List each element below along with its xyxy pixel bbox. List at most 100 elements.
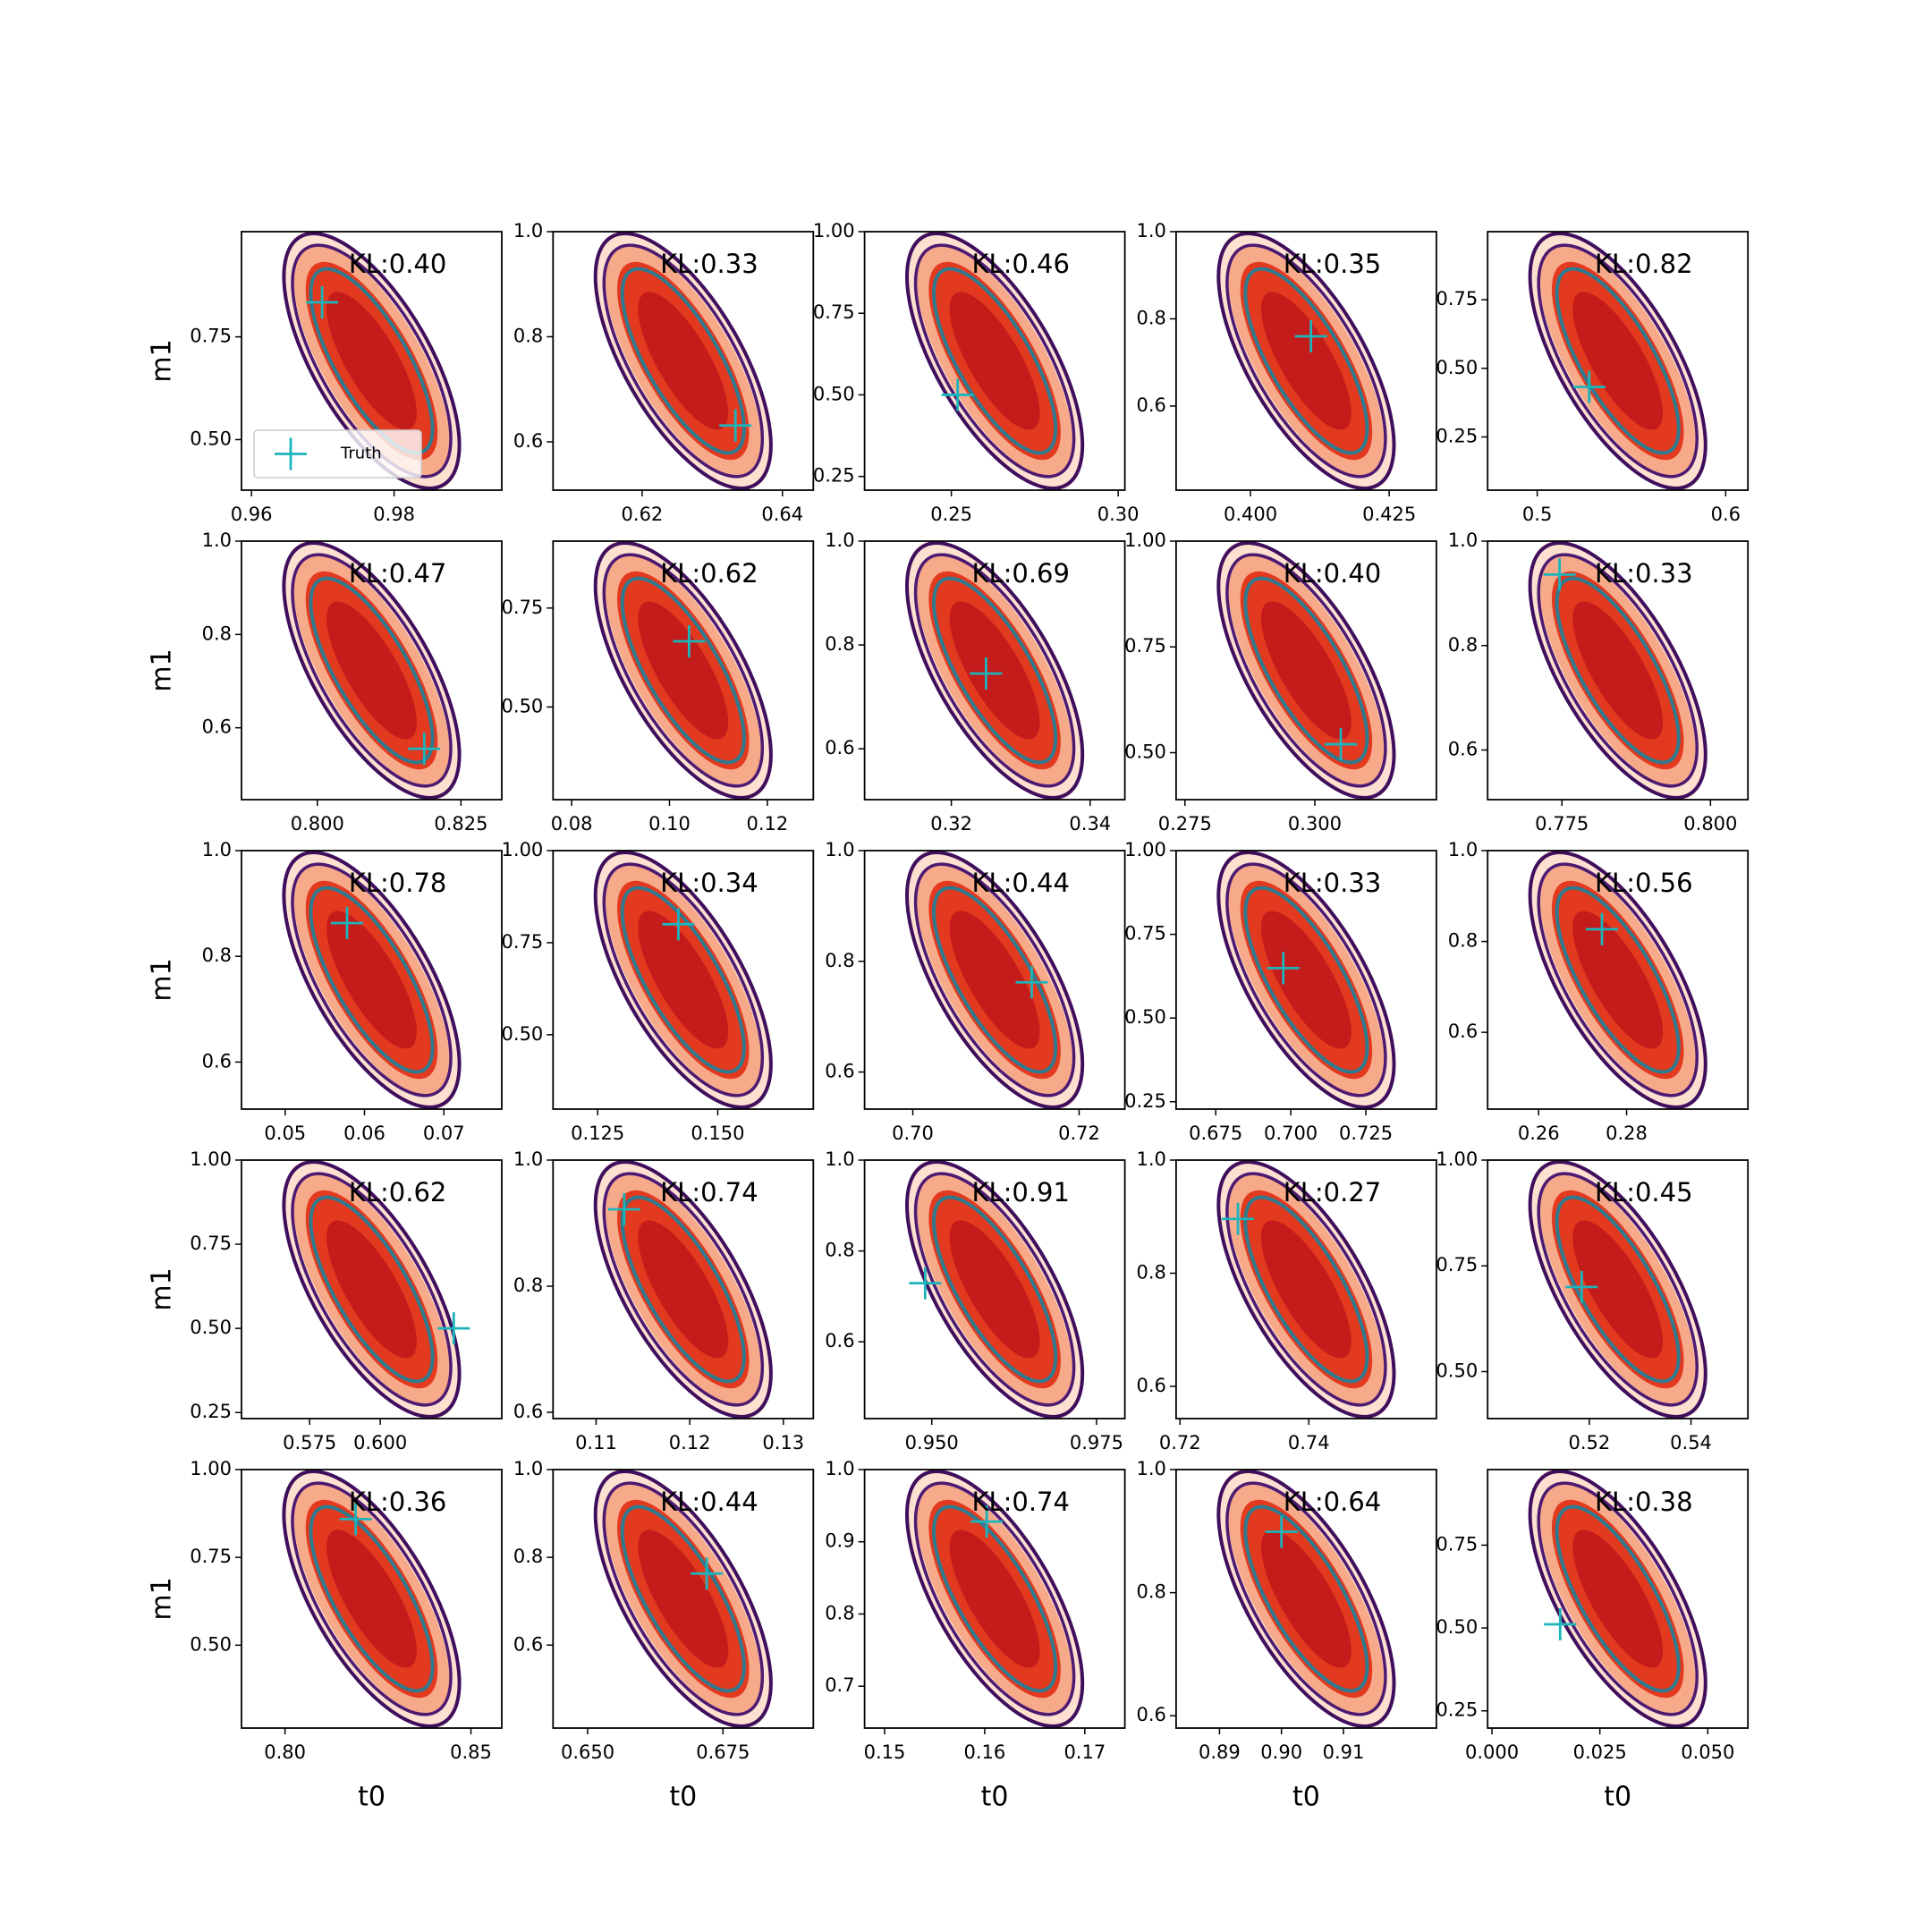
y-tick-label: 1.0 [513,220,543,242]
x-tick-label: 0.675 [696,1741,750,1763]
axes-frame [1487,540,1750,801]
density-fill [638,292,729,430]
contour-line [291,1481,453,1716]
truth-marker [1267,952,1300,985]
x-tick-label: 0.5 [1522,504,1552,525]
y-tick-label: 0.8 [513,1275,543,1296]
plot-area [1528,541,1707,800]
y-tick-label: 1.0 [825,839,854,860]
x-axis-label: t0 [1292,1782,1320,1813]
contour-line [291,243,453,479]
x-tick-label: 0.85 [450,1741,492,1763]
y-tick-label: 0.7 [825,1674,854,1696]
x-tick-label: 0.125 [571,1123,624,1144]
x-tick-label: 0.6 [1711,504,1741,525]
plot-area [1216,541,1396,800]
contour-line [593,1160,773,1419]
contour-line [1528,232,1707,490]
density-fill [1572,911,1664,1049]
x-tick-label: 0.54 [1670,1432,1712,1453]
x-axis-label: t0 [981,1782,1009,1813]
y-tick-label: 1.0 [1448,530,1478,551]
plot-area [905,1470,1085,1728]
contour-line [602,1172,765,1407]
contour-line [905,851,1085,1109]
contour-line [602,553,765,788]
contour-line [282,232,462,490]
y-tick-label: 0.50 [1124,741,1166,762]
axes-frame [241,540,503,801]
y-tick-label: 1.0 [1136,220,1165,242]
annotation: KL:0.74 [660,1177,758,1208]
x-tick-label: 0.725 [1339,1123,1393,1144]
contour-line [1243,1195,1369,1384]
contour-line [620,267,746,455]
axes-frame [1487,850,1750,1110]
y-tick-label: 1.0 [202,839,232,860]
y-tick-label: 0.6 [202,716,232,738]
annotation: KL:0.27 [1284,1177,1382,1208]
contour-line [905,1160,1085,1419]
y-tick-label: 0.6 [202,1050,232,1072]
annotation: KL:0.44 [660,1487,758,1517]
contour-line [932,576,1058,765]
y-tick-label: 0.8 [1448,930,1478,952]
y-tick-label: 1.00 [1124,839,1166,860]
contour-line [905,232,1085,490]
contour-line [593,232,773,490]
truth-marker [607,1192,640,1225]
truth-marker [306,286,339,319]
contour-line [593,541,773,800]
truth-marker [719,409,752,442]
contour-line [620,576,746,765]
truth-marker [662,908,695,941]
contour-line [602,243,765,479]
contour-line [932,1504,1058,1693]
y-tick-label: 0.75 [502,931,544,953]
axes-frame [863,1469,1126,1729]
plot-area [905,541,1085,800]
y-axis-label: m1 [147,1267,178,1310]
y-axis-label: m1 [147,339,178,382]
density-fill [949,292,1040,430]
y-tick-label: 0.8 [1448,634,1478,656]
annotation: KL:0.62 [660,558,758,589]
contour-line [593,1470,773,1728]
x-tick-label: 0.000 [1465,1741,1519,1763]
y-tick-label: 0.6 [513,1401,543,1422]
y-tick-label: 1.0 [825,530,854,551]
density-fill [949,1530,1040,1668]
contour-line [913,243,1076,479]
density-fill [638,601,729,740]
truth-marker [970,657,1003,690]
truth-marker [1544,1608,1577,1641]
contour-line [291,1172,453,1407]
contour-line [1537,553,1699,788]
axes-frame [1175,1159,1437,1419]
contour-line [932,267,1058,455]
contour-line [1555,886,1681,1074]
x-tick-label: 0.08 [551,813,593,835]
y-tick-label: 0.6 [1136,1704,1165,1725]
y-tick-label: 0.8 [513,325,543,346]
density-fill [1572,601,1664,740]
x-tick-label: 0.80 [264,1741,306,1763]
plot-area [905,1160,1085,1419]
axes-frame [863,1159,1126,1419]
plot-area [593,1470,773,1728]
density-fill [326,911,417,1049]
density-fill [638,1220,729,1359]
y-tick-label: 0.8 [1136,307,1165,328]
y-tick-label: 0.8 [513,1546,543,1567]
axes-frame [1487,231,1750,491]
axes-frame [552,540,815,801]
x-tick-label: 0.800 [1683,813,1737,835]
truth-marker [1325,728,1358,761]
contour-line [1225,243,1387,479]
density-fill [949,1220,1040,1359]
x-axis-label: t0 [1604,1782,1631,1813]
y-tick-label: 0.75 [1124,923,1166,945]
density-fill [638,911,729,1049]
axes-frame [1175,1469,1437,1729]
